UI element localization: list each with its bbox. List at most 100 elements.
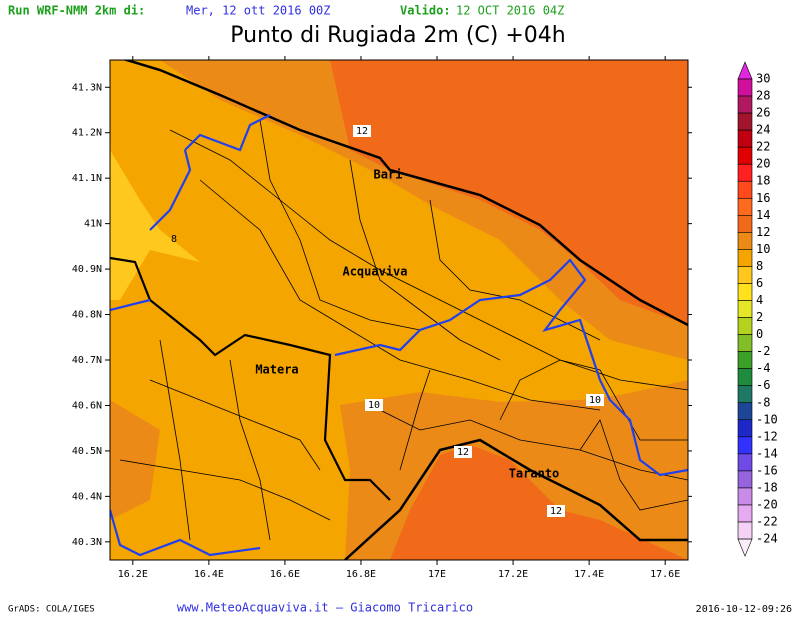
colorbar-box xyxy=(737,197,753,216)
colorbar-box xyxy=(737,521,753,540)
colorbar-box xyxy=(737,163,753,182)
colorbar-label: 18 xyxy=(756,174,770,188)
colorbar-label: 16 xyxy=(756,191,770,205)
lon-tick-label: 16.4E xyxy=(194,569,224,580)
contour-label: 10 xyxy=(368,400,380,411)
colorbar-label: -20 xyxy=(756,498,778,512)
lon-tick-label: 16.8E xyxy=(346,569,376,580)
lon-tick-label: 17E xyxy=(428,569,446,580)
colorbar-box xyxy=(737,453,753,472)
colorbar-label: -16 xyxy=(756,463,778,477)
colorbar-label: 14 xyxy=(756,208,770,222)
colorbar-label: -18 xyxy=(756,480,778,494)
place-label: Taranto xyxy=(509,467,560,481)
colorbar-label: 26 xyxy=(756,106,770,120)
contour-label: 10 xyxy=(589,395,601,406)
lat-tick-label: 40.8N xyxy=(72,310,102,321)
colorbar-box xyxy=(737,283,753,301)
colorbar-box xyxy=(737,402,753,421)
colorbar-box xyxy=(737,300,753,318)
title: Punto di Rugiada 2m (C) +04h xyxy=(230,23,565,48)
colorbar-box xyxy=(737,78,753,97)
run-label: Run WRF-NMM 2km di: xyxy=(8,4,145,18)
lat-tick-label: 40.9N xyxy=(72,264,102,275)
contour-label: 12 xyxy=(356,126,368,137)
rivers-borders xyxy=(110,114,688,557)
colorbar-label: -8 xyxy=(756,395,770,409)
colorbar-label: -22 xyxy=(756,515,778,529)
colorbar-box xyxy=(737,487,753,506)
place-label: Matera xyxy=(255,363,298,377)
lon-tick-label: 17.6E xyxy=(650,569,680,580)
lat-tick-label: 41N xyxy=(84,219,102,230)
colorbar-label: 10 xyxy=(756,242,770,256)
contour-label: 8 xyxy=(171,234,177,245)
lon-tick-label: 17.4E xyxy=(574,569,604,580)
contour-label: 12 xyxy=(550,506,562,517)
colorbar-label: 6 xyxy=(756,276,763,290)
colorbar-box xyxy=(737,470,753,489)
lat-tick-label: 40.4N xyxy=(72,491,102,502)
colorbar-box xyxy=(737,317,753,335)
lat-tick-label: 41.3N xyxy=(72,82,102,93)
colorbar-label: -24 xyxy=(756,532,778,546)
valid-date: 12 OCT 2016 04Z xyxy=(456,4,564,18)
lat-tick-label: 40.6N xyxy=(72,400,102,411)
colorbar-cap xyxy=(737,61,753,80)
footer-left: GrADS: COLA/IGES xyxy=(8,605,95,615)
map-fill xyxy=(110,60,688,560)
valid-label: Valido: xyxy=(400,4,451,18)
colorbar-label: -10 xyxy=(756,412,778,426)
colorbar-box xyxy=(737,504,753,523)
region-border xyxy=(110,256,391,501)
colorbar-label: 24 xyxy=(756,123,770,137)
colorbar-box xyxy=(737,95,753,114)
contour-label-bg xyxy=(586,394,604,406)
colorbar-box xyxy=(737,129,753,148)
colorbar-label: 12 xyxy=(756,225,770,239)
colorbar-label: -2 xyxy=(756,344,770,358)
colorbar-box xyxy=(737,368,753,387)
fill-gulf xyxy=(390,445,688,560)
lat-tick-label: 40.7N xyxy=(72,355,102,366)
colorbar-box xyxy=(737,232,753,250)
coastline-south xyxy=(344,438,688,560)
colorbar-label: 0 xyxy=(756,327,763,341)
colorbar-label: 4 xyxy=(756,293,763,307)
colorbar-label: -4 xyxy=(756,361,770,375)
lon-tick-label: 16.6E xyxy=(270,569,300,580)
colorbar-box xyxy=(737,112,753,131)
colorbar-box xyxy=(737,351,753,369)
footer-right: 2016-10-12-09:26 xyxy=(696,604,792,615)
fill-10-12-west xyxy=(110,400,160,520)
colorbar-label: -12 xyxy=(756,429,778,443)
coastline-north xyxy=(122,60,688,327)
colorbar-label: -6 xyxy=(756,378,770,392)
lat-tick-label: 40.3N xyxy=(72,537,102,548)
colorbar-box xyxy=(737,249,753,267)
contour-labels: 12 8 10 10 12 12 xyxy=(171,125,604,517)
colorbar-box xyxy=(737,436,753,455)
contour-label-bg xyxy=(454,446,472,458)
colorbar-label: 30 xyxy=(756,72,770,86)
lat-tick-label: 40.5N xyxy=(72,446,102,457)
contour-label-bg xyxy=(547,505,565,517)
lon-tick-label: 16.2E xyxy=(118,569,148,580)
colorbar-box xyxy=(737,334,753,352)
fill-8-10 xyxy=(110,60,170,110)
colorbar-label: 28 xyxy=(756,89,770,103)
colorbar-box xyxy=(737,180,753,199)
lat-tick-label: 41.1N xyxy=(72,173,102,184)
colorbar-label: -14 xyxy=(756,446,778,460)
colorbar-box xyxy=(737,146,753,165)
map-frame xyxy=(109,59,689,561)
colorbar-cap xyxy=(737,538,753,557)
run-date: Mer, 12 ott 2016 00Z xyxy=(186,4,331,18)
place-label: Bari xyxy=(374,168,403,182)
contour-label: 12 xyxy=(457,447,469,458)
colorbar-label: 2 xyxy=(756,310,763,324)
contour-label-bg xyxy=(365,399,383,411)
contour-label-bg xyxy=(353,125,371,137)
place-label: Acquaviva xyxy=(342,265,407,279)
